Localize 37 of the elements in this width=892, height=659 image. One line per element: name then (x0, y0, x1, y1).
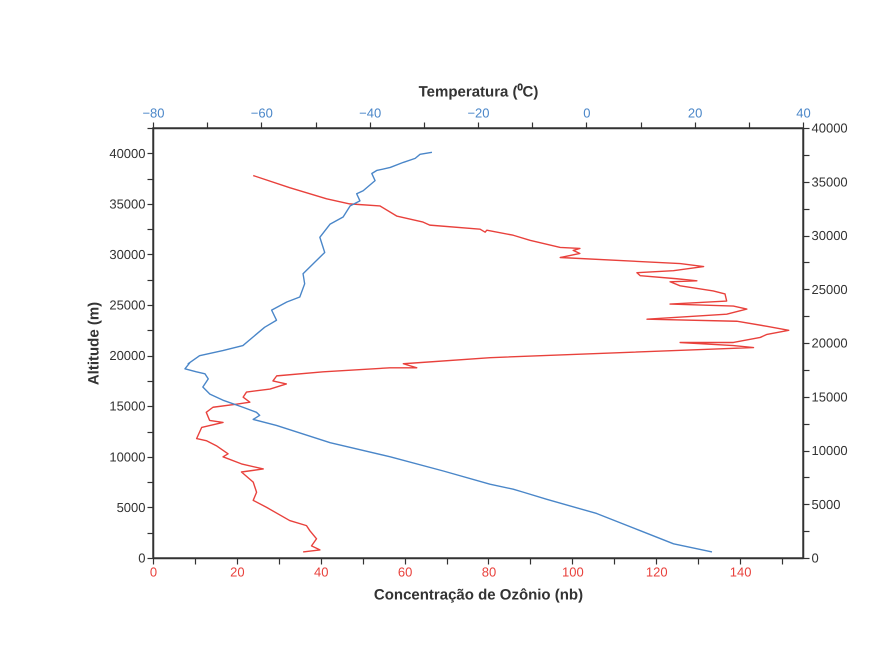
x2-tick-label: −80 (142, 106, 165, 120)
x-tick-label: 40 (314, 564, 328, 580)
x2-tick-label: −60 (250, 106, 273, 120)
x-tick-label: 0 (150, 564, 158, 580)
y2-tick-label: 30000 (812, 228, 848, 243)
y2-tick-label: 5000 (812, 496, 840, 512)
x2-axis-title: Temperatura (⁰C) (418, 82, 538, 100)
x-tick-label: 100 (562, 564, 584, 580)
x-tick-label: 20 (230, 564, 245, 580)
y-tick-label: 30000 (109, 246, 146, 262)
y2-tick-label: 40000 (812, 120, 848, 136)
y-tick-label: 10000 (109, 449, 146, 464)
x2-tick-label: −20 (467, 106, 490, 120)
y2-tick-label: 0 (812, 550, 819, 566)
x-tick-label: 60 (398, 564, 412, 580)
y-tick-label: 40000 (109, 146, 146, 161)
line-series (196, 174, 790, 553)
x-tick-label: 80 (482, 564, 496, 580)
y-tick-label: 15000 (109, 398, 146, 414)
y-tick-label: 25000 (109, 298, 146, 313)
y2-tick-label: 10000 (812, 443, 848, 458)
y-axis-title: Altitude (m) (85, 302, 102, 386)
y2-tick-label: 15000 (812, 389, 848, 404)
x-axis-title: Concentração de Ozônio (nb) (374, 586, 584, 604)
x2-tick-label: −40 (359, 106, 382, 120)
x2-tick-label: 0 (583, 106, 590, 120)
x2-tick-label: 40 (796, 106, 811, 120)
y2-tick-label: 35000 (812, 174, 848, 190)
y-tick-label: 0 (138, 550, 146, 566)
x-tick-label: 140 (730, 564, 752, 580)
y-tick-label: 20000 (109, 348, 146, 364)
y-tick-label: 35000 (109, 196, 146, 212)
y2-tick-label: 25000 (812, 282, 848, 297)
y2-tick-label: 20000 (812, 336, 848, 350)
x-tick-label: 120 (646, 564, 668, 580)
x2-tick-label: 20 (688, 106, 702, 120)
y-tick-label: 5000 (116, 500, 146, 515)
